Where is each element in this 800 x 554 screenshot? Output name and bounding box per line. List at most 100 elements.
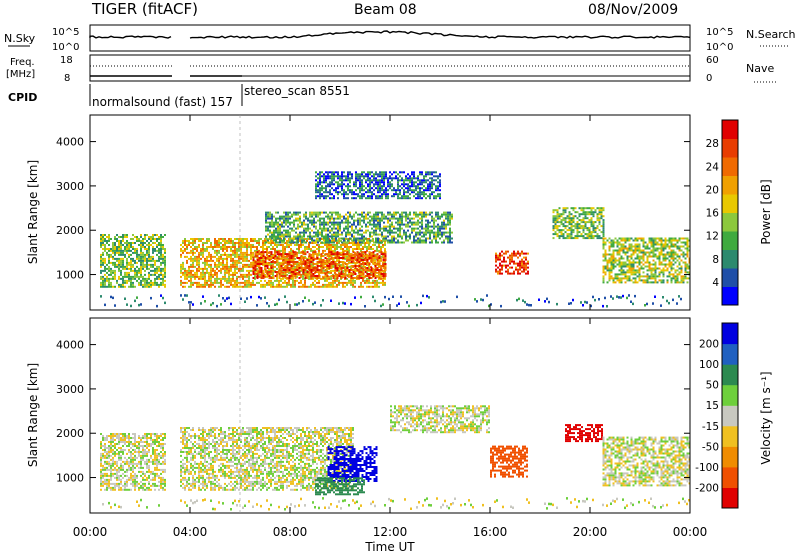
echo-cell [315,215,317,218]
echo-cell [343,195,345,198]
echo-cell [421,181,423,184]
echo-cell [407,189,409,192]
echo-cell [339,215,341,218]
echo-cell [361,195,363,198]
echo-cell [317,183,319,186]
echo-cell [315,213,317,216]
echo-cell [158,242,160,244]
echo-cell [513,252,515,255]
echo-cell [268,246,270,248]
echo-cell [602,253,605,256]
echo-cell [150,263,152,266]
echo-cell [382,271,385,273]
echo-cell [353,197,355,200]
echo-cell [142,242,144,244]
echo-cell [304,263,307,265]
echo-cell [588,227,591,230]
echo-cell [330,248,332,250]
echo-cell [366,261,369,263]
echo-cell [310,275,313,277]
echo-cell [427,237,429,240]
echo-cell [366,267,369,269]
echo-cell [572,221,575,224]
echo-cell [320,265,323,267]
echo-cell [328,249,330,252]
echo-cell [142,259,144,262]
echo-cell [302,251,305,254]
echo-cell [359,237,361,240]
echo-cell [347,219,349,222]
echo-cell [266,249,268,252]
echo-cell [262,277,265,279]
echo-cell [331,227,333,230]
echo-cell [246,251,248,254]
echo-cell [307,225,309,228]
echo-cell [343,221,345,224]
echo-cell [194,259,196,262]
echo-cell [337,211,339,214]
echo-cell [325,223,327,226]
echo-cell [334,275,337,277]
echo-cell [222,265,224,268]
echo-cell [370,246,372,248]
echo-cell [399,235,401,238]
echo-cell [246,263,248,266]
echo-cell [379,221,381,224]
echo-cell [142,263,144,266]
echo-cell [427,229,429,232]
echo-cell [311,215,313,218]
echo-cell [142,246,144,248]
echo-cell [116,281,118,284]
echo-cell [366,279,368,282]
echo-cell [578,219,581,222]
echo-cell [421,183,423,186]
echo-cell [100,234,102,236]
echo-cell [576,235,579,238]
echo-cell [138,244,140,246]
echo-cell [297,223,299,226]
echo-cell [156,269,158,272]
echo-cell [277,211,279,214]
echo-cell [327,173,329,176]
echo-cell [292,271,295,273]
echo-cell [146,234,148,236]
echo-cell [300,285,302,288]
echo-cell [132,251,134,254]
echo-cell [331,221,333,224]
echo-cell [164,248,166,250]
echo-cell [315,221,317,224]
echo-cell [270,277,273,279]
echo-cell [326,248,328,250]
echo-cell [369,215,371,218]
echo-cell [324,271,326,274]
echo-cell [374,283,376,286]
echo-cell [401,235,403,238]
echo-cell [216,281,218,284]
echo-cell [293,241,295,244]
echo-cell [236,248,238,250]
echo-cell [271,215,273,218]
echo-cell [600,215,603,218]
echo-cell [258,257,261,259]
echo-cell [346,249,348,252]
echo-cell [345,213,347,216]
echo-cell [282,253,285,256]
echo-cell [294,275,297,277]
echo-cell [210,259,212,262]
echo-cell [369,231,371,234]
echo-cell [110,281,112,284]
echo-cell [327,175,329,178]
echo-cell [136,275,138,278]
echo-cell [192,263,194,266]
echo-cell [325,239,327,242]
echo-cell [307,235,309,238]
echo-cell [320,267,323,269]
echo-cell [372,281,374,284]
echo-cell [106,240,108,242]
echo-cell [395,171,397,174]
echo-cell [313,231,315,234]
echo-cell [337,197,339,200]
echo-cell [112,249,114,252]
echo-cell [606,263,609,266]
echo-cell [327,241,329,244]
